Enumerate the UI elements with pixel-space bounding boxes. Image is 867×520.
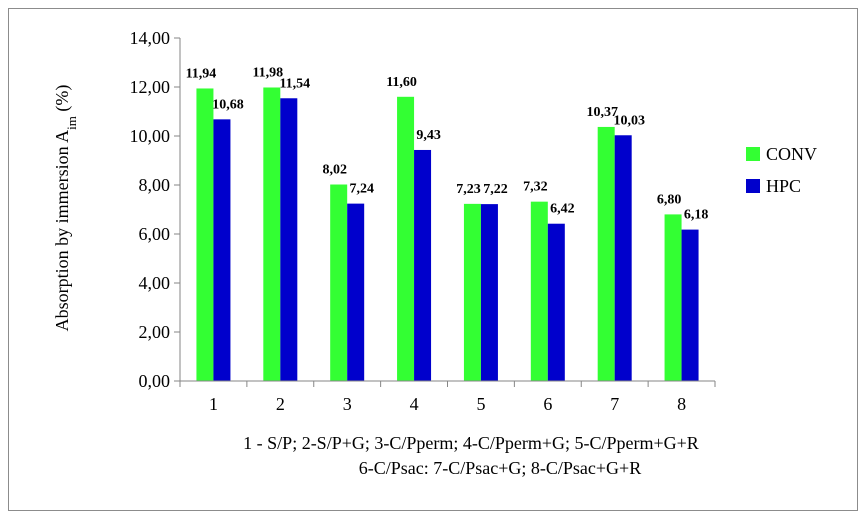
bar-hpc-8 (681, 229, 699, 381)
data-label-conv: 7,23 (456, 182, 481, 197)
x-tick-label: 5 (476, 394, 485, 414)
x-tick-label: 2 (276, 394, 285, 414)
bar-conv-3 (330, 184, 348, 381)
y-tick-label: 10,00 (130, 126, 171, 146)
legend: CONV HPC (746, 144, 817, 196)
data-label-conv: 10,37 (586, 105, 618, 120)
x-axis-caption-line1: 1 - S/P; 2-S/P+G; 3-C/Pperm; 4-C/Pperm+G… (243, 433, 699, 453)
legend-swatch-conv (746, 147, 760, 161)
x-axis-caption-line2: 6-C/Psac: 7-C/Psac+G; 8-C/Psac+G+R (359, 458, 641, 478)
bar-hpc-7 (614, 135, 632, 381)
y-tick-label: 4,00 (139, 273, 171, 293)
data-label-hpc: 7,24 (349, 182, 374, 197)
y-axis-title: Absorption by immersion Aim (%) (52, 85, 79, 332)
x-tick-label: 3 (343, 394, 352, 414)
bar-conv-7 (597, 126, 615, 381)
data-label-hpc: 10,03 (613, 113, 645, 128)
data-label-conv: 11,60 (386, 75, 417, 90)
y-tick-label: 6,00 (139, 224, 171, 244)
bar-conv-8 (664, 214, 682, 381)
bar-conv-6 (530, 201, 548, 381)
x-tick-label: 7 (610, 394, 619, 414)
data-label-hpc: 11,54 (279, 76, 310, 91)
bar-hpc-2 (280, 98, 298, 382)
data-label-conv: 11,98 (252, 65, 283, 80)
x-tick-label: 6 (543, 394, 552, 414)
bar-hpc-6 (547, 223, 565, 381)
bar-hpc-5 (480, 204, 498, 381)
data-label-hpc: 6,42 (550, 202, 575, 217)
bar-conv-1 (196, 88, 214, 381)
chart-frame (8, 8, 858, 511)
bar-hpc-3 (347, 203, 365, 381)
bar-hpc-4 (414, 149, 432, 381)
y-tick-label: 0,00 (139, 371, 171, 391)
bar-hpc-1 (213, 119, 231, 381)
x-tick-label: 8 (677, 394, 686, 414)
data-label-conv: 11,94 (186, 66, 217, 81)
bar-conv-2 (263, 87, 281, 382)
data-label-hpc: 7,22 (483, 182, 508, 197)
bar-conv-5 (463, 203, 481, 381)
legend-label-hpc: HPC (766, 176, 801, 196)
legend-swatch-hpc (746, 179, 760, 193)
legend-label-conv: CONV (766, 144, 817, 164)
x-tick-label: 1 (209, 394, 218, 414)
y-tick-label: 14,00 (130, 28, 171, 48)
data-label-conv: 8,02 (322, 163, 347, 178)
bar-conv-4 (397, 96, 415, 382)
y-tick-label: 8,00 (139, 175, 171, 195)
data-label-hpc: 10,68 (212, 97, 244, 112)
y-tick-label: 2,00 (139, 322, 171, 342)
data-label-conv: 6,80 (657, 192, 682, 207)
data-label-hpc: 6,18 (684, 208, 709, 223)
x-tick-label: 4 (410, 394, 419, 414)
data-label-conv: 7,32 (523, 180, 548, 195)
y-tick-label: 12,00 (130, 77, 171, 97)
data-label-hpc: 9,43 (416, 128, 441, 143)
